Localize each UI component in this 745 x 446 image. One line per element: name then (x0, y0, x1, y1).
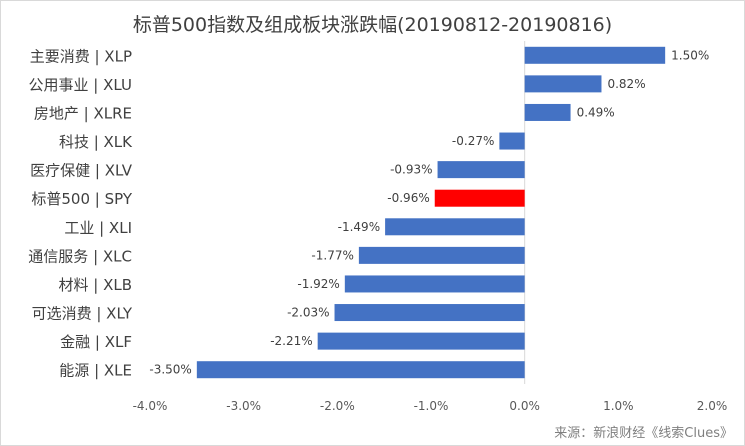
category-label-11: 能源 | XLE (59, 362, 132, 380)
category-label-2: 房地产 | XLRE (34, 104, 132, 122)
chart-title: 标普500指数及组成板块涨跌幅(20190812-20190816) (132, 14, 613, 36)
bar-3 (499, 132, 525, 150)
data-label-11: -3.50% (149, 363, 191, 377)
x-tick-label-4: 0.0% (509, 399, 540, 413)
source-note: 来源：新浪财经《线索Clues》 (554, 426, 733, 441)
x-tick-label-3: -1.0% (414, 399, 449, 413)
bar-2 (524, 103, 571, 121)
x-tick-label-5: 1.0% (603, 399, 634, 413)
category-label-0: 主要消费 | XLP (30, 47, 132, 65)
bar-1 (524, 75, 602, 93)
bar-7 (358, 246, 525, 264)
category-label-5: 标普500 | SPY (31, 190, 132, 208)
x-tick-label-2: -2.0% (320, 399, 355, 413)
bar-5 (434, 189, 525, 207)
bar-9 (334, 304, 525, 322)
data-label-8: -1.92% (297, 277, 339, 291)
x-tick-label-0: -4.0% (133, 399, 168, 413)
category-label-6: 工业 | XLI (64, 219, 132, 237)
category-label-9: 可选消费 | XLY (32, 305, 133, 323)
bar-0 (524, 46, 666, 64)
bar-10 (317, 332, 525, 350)
x-tick-label-1: -3.0% (226, 399, 261, 413)
data-label-7: -1.77% (311, 248, 353, 262)
bar-11 (196, 361, 525, 379)
data-label-1: 0.82% (607, 77, 645, 91)
data-label-9: -2.03% (287, 306, 329, 320)
category-label-3: 科技 | XLK (59, 133, 133, 151)
category-label-4: 医疗保健 | XLV (30, 162, 133, 180)
data-label-3: -0.27% (452, 134, 494, 148)
data-label-5: -0.96% (387, 191, 429, 205)
category-label-10: 金融 | XLF (60, 333, 132, 351)
x-tick-label-6: 2.0% (697, 399, 728, 413)
data-label-10: -2.21% (270, 334, 312, 348)
data-label-2: 0.49% (577, 105, 615, 119)
bar-8 (344, 275, 525, 293)
data-label-0: 1.50% (671, 48, 709, 62)
category-label-8: 材料 | XLB (58, 276, 132, 294)
category-label-1: 公用事业 | XLU (29, 76, 132, 94)
bar-4 (437, 161, 525, 179)
category-label-7: 通信服务 | XLC (28, 247, 132, 265)
bar-6 (385, 218, 525, 236)
data-label-4: -0.93% (390, 163, 432, 177)
data-label-6: -1.49% (338, 220, 380, 234)
